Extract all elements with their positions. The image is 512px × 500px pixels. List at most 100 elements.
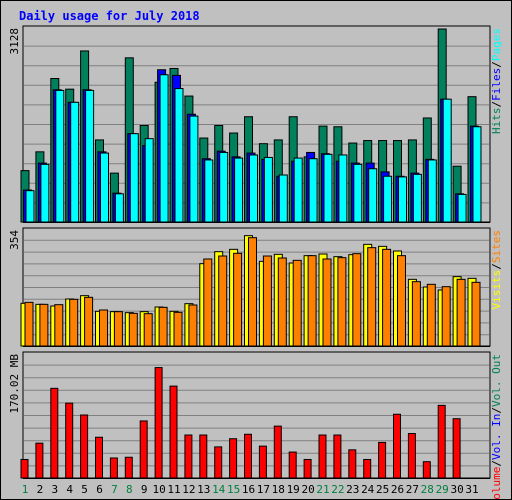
kbytes-bar — [50, 387, 59, 479]
kbytes-bar — [273, 425, 282, 479]
pages-bar — [353, 163, 363, 223]
pages-bar — [457, 193, 467, 223]
day-label: 23 — [346, 483, 359, 496]
day-label: 18 — [272, 483, 285, 496]
day-label: 11 — [167, 483, 180, 496]
kbytes-bar — [333, 434, 342, 479]
sites-bar — [352, 253, 362, 347]
pages-bar — [263, 156, 273, 223]
day-label: 22 — [331, 483, 344, 496]
pages-bar — [368, 168, 378, 223]
legend-entry: / — [490, 61, 503, 68]
kbytes-bar — [363, 458, 372, 479]
kbytes-bar — [20, 458, 29, 479]
pages-bar — [323, 153, 333, 223]
pages-bar — [129, 133, 139, 223]
max-label: 170.02 MB — [8, 354, 21, 414]
kbytes-bar — [229, 438, 238, 479]
sites-bar — [143, 313, 153, 347]
pages-bar — [189, 115, 199, 223]
max-label: 3128 — [8, 28, 21, 55]
pages-bar — [234, 157, 244, 223]
kbytes-bar — [378, 441, 387, 479]
legend-entry: Volume — [490, 467, 503, 500]
legend-entry: / — [490, 101, 503, 108]
sites-bar — [292, 259, 302, 347]
pages-bar — [219, 151, 229, 223]
kbytes-bar — [154, 367, 163, 479]
sites-bar — [54, 304, 64, 347]
day-label: 7 — [111, 483, 118, 496]
kbytes-bar — [139, 420, 148, 479]
sites-bar — [128, 312, 138, 347]
day-label: 21 — [316, 483, 329, 496]
sites-bar — [99, 309, 108, 347]
pages-bar — [412, 173, 422, 223]
day-label: 25 — [376, 483, 389, 496]
sites-bar — [84, 296, 94, 347]
day-label: 10 — [152, 483, 165, 496]
sites-bar — [203, 258, 213, 347]
sites-bar — [367, 247, 377, 347]
pages-bar — [427, 159, 437, 223]
kbytes-bar — [244, 433, 252, 479]
legend-entry: Files — [490, 68, 503, 101]
legend-kbytes-in-out: Volume/Vol. In/Vol. Out — [490, 354, 503, 500]
legend-entry: Hits — [490, 108, 503, 135]
kbytes-bar — [422, 461, 431, 479]
day-label: 20 — [301, 483, 314, 496]
sites-bar — [262, 255, 272, 347]
sites-bar — [173, 311, 183, 347]
pages-bar — [472, 126, 482, 223]
kbytes-bar — [214, 446, 223, 479]
pages-bar — [25, 190, 35, 223]
day-label: 14 — [212, 483, 226, 496]
pages-bar — [293, 157, 303, 223]
day-label: 5 — [81, 483, 88, 496]
sites-bar — [337, 257, 347, 347]
legend-entry: / — [490, 407, 503, 414]
day-label: 26 — [391, 483, 404, 496]
chart-title: Daily usage for July 2018 — [19, 9, 200, 23]
legend-entry: / — [490, 460, 503, 467]
day-label: 4 — [66, 483, 73, 496]
legend-entry: Vol. Out — [490, 354, 503, 407]
pages-bar — [100, 152, 109, 223]
legend-entry: Vol. In — [490, 414, 503, 460]
kbytes-bar — [288, 451, 297, 479]
pages-bar — [55, 89, 65, 223]
day-label: 13 — [197, 483, 210, 496]
legend-entry: Sites — [490, 230, 503, 263]
pages-bar — [144, 138, 154, 223]
sites-bar — [113, 311, 123, 347]
legend-entry: Visits — [490, 270, 503, 310]
kbytes-bar — [109, 457, 118, 479]
day-label: 27 — [406, 483, 419, 496]
day-label: 31 — [465, 483, 478, 496]
kbytes-bar — [35, 442, 44, 479]
pages-bar — [308, 158, 318, 223]
pages-bar — [174, 88, 184, 223]
sites-bar — [158, 306, 168, 347]
day-label: 12 — [182, 483, 195, 496]
sites-bar — [277, 257, 287, 347]
sites-bar — [248, 237, 257, 347]
pages-bar — [40, 163, 50, 223]
day-label: 24 — [361, 483, 375, 496]
legend-entry: / — [490, 263, 503, 270]
sites-bar — [441, 286, 451, 347]
pages-bar — [383, 175, 393, 223]
day-label: 17 — [257, 483, 270, 496]
pages-bar — [85, 89, 95, 223]
pages-bar — [204, 159, 214, 223]
legend-entry: Pages — [490, 28, 503, 61]
sites-bar — [39, 303, 49, 347]
kbytes-bar — [65, 402, 74, 479]
sites-bar — [307, 255, 317, 347]
sites-bar — [233, 252, 243, 347]
sites-bar — [188, 304, 198, 347]
legend-visits-sites: Visits/Sites — [490, 230, 503, 310]
day-label: 6 — [96, 483, 103, 496]
pages-bar — [70, 101, 80, 223]
